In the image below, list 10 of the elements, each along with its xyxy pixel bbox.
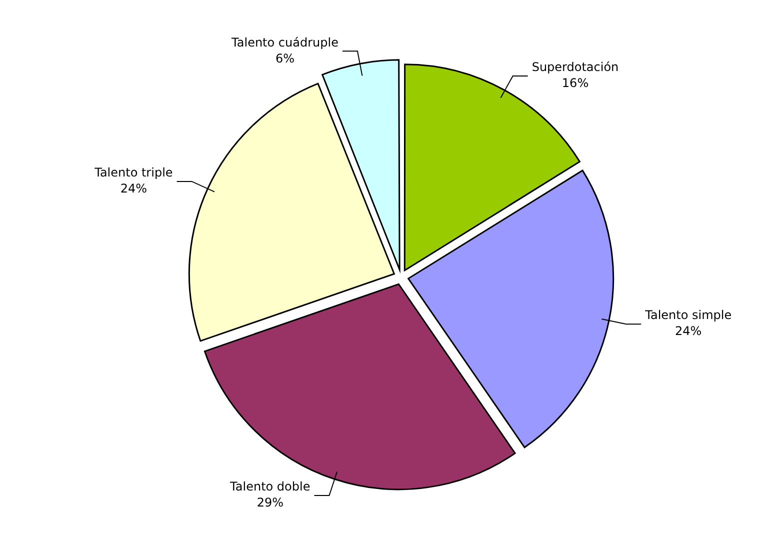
slice-label: Talento cuádruple	[230, 35, 338, 50]
slice-label: Superdotación	[532, 60, 619, 74]
data-label: 24%	[675, 324, 702, 338]
data-label: 16%	[562, 76, 589, 90]
data-label: 6%	[275, 51, 295, 66]
slice-label: Talento triple	[94, 166, 173, 180]
data-label: 24%	[120, 182, 148, 196]
data-label: 29%	[256, 496, 284, 510]
slice-label: Talento doble	[229, 480, 310, 494]
slice-label: Talento simple	[644, 308, 732, 322]
